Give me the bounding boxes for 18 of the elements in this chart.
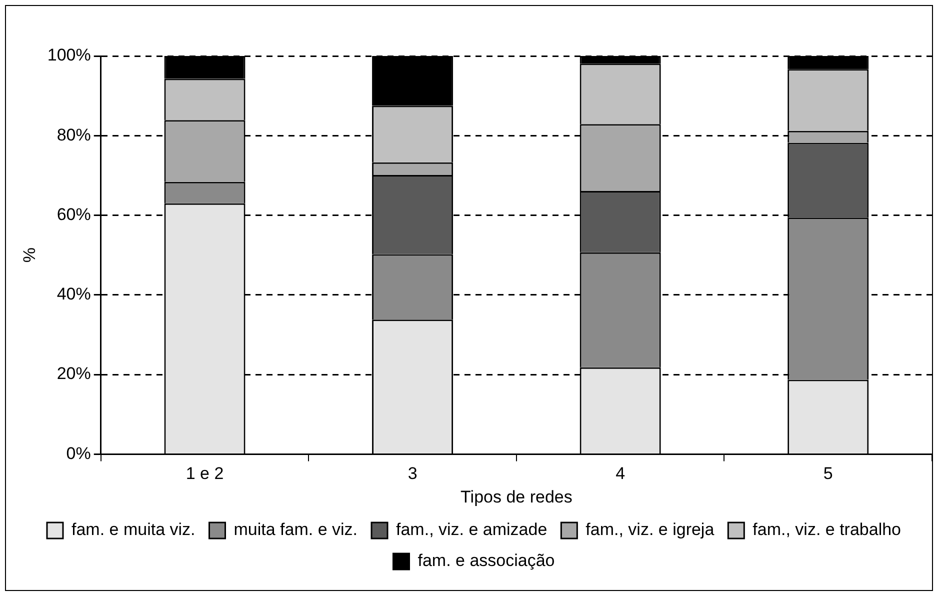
legend-label: fam., viz. e amizade — [396, 520, 548, 540]
legend-label: muita fam. e viz. — [234, 520, 358, 540]
legend-label: fam., viz. e trabalho — [752, 520, 902, 540]
legend-label: fam. e associação — [418, 551, 555, 570]
legend-label: fam. e muita viz. — [71, 520, 196, 540]
x-tick-label: 4 — [616, 464, 626, 484]
x-tick-label: 5 — [823, 464, 833, 484]
y-axis-title: % — [20, 248, 39, 263]
x-tick-label: 3 — [408, 464, 418, 484]
x-tick-label: 1 e 2 — [186, 464, 224, 484]
legend-label: fam., viz. e igreja — [586, 520, 715, 540]
y-tick-label: 100% — [47, 46, 91, 65]
y-tick-label: 80% — [56, 125, 91, 144]
x-axis-title: Tipos de redes — [460, 487, 572, 506]
y-tick-label: 40% — [56, 284, 91, 304]
y-tick-label: 60% — [56, 204, 91, 224]
y-tick-label: 20% — [56, 364, 91, 384]
y-tick-label: 0% — [66, 444, 91, 463]
